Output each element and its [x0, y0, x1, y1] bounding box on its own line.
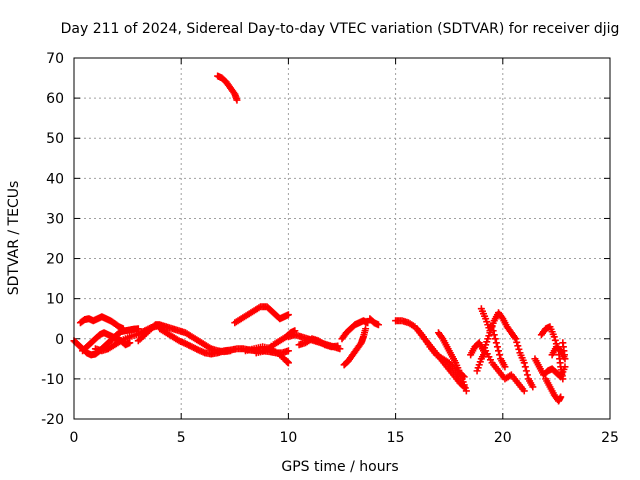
data-point — [529, 383, 537, 391]
series-track-18 — [434, 329, 468, 381]
data-point — [550, 333, 558, 341]
chart-title: Day 211 of 2024, Sidereal Day-to-day VTE… — [61, 21, 620, 37]
data-point — [551, 336, 559, 344]
y-tick-label: -20 — [41, 412, 64, 428]
data-point — [512, 335, 520, 343]
series-track-9 — [252, 327, 299, 357]
data-point — [284, 359, 292, 367]
y-tick-label: 30 — [46, 211, 64, 227]
series-track-2 — [76, 313, 127, 333]
data-point — [491, 335, 499, 343]
y-tick-label: 20 — [46, 252, 64, 268]
y-tick-label: 0 — [55, 332, 64, 348]
grid-lines — [74, 58, 610, 419]
data-point — [495, 347, 503, 355]
x-axis-title: GPS time / hours — [281, 459, 398, 475]
data-point — [374, 321, 382, 329]
data-point — [559, 339, 567, 347]
series-track-14 — [340, 325, 370, 369]
data-point — [459, 372, 467, 380]
x-tick-label: 15 — [387, 430, 405, 446]
y-tick-label: 10 — [46, 292, 64, 308]
y-tick-label: 60 — [46, 91, 64, 107]
series-track-23 — [537, 323, 567, 383]
data-point — [462, 387, 470, 395]
series-track-19 — [467, 323, 509, 371]
data-point — [334, 342, 342, 350]
data-point — [515, 345, 523, 353]
data-point — [490, 331, 498, 339]
series-track-25 — [548, 339, 569, 363]
x-tick-label: 10 — [279, 430, 297, 446]
data-point — [119, 325, 127, 333]
x-tick-label: 5 — [177, 430, 186, 446]
x-tick-label: 20 — [494, 430, 512, 446]
series-track-15 — [366, 315, 382, 329]
y-tick-label: -10 — [41, 372, 64, 388]
data-point — [362, 325, 370, 333]
data-point — [514, 342, 522, 350]
data-point — [438, 333, 446, 341]
data-point — [284, 311, 292, 319]
data-point — [520, 387, 528, 395]
data-point — [233, 96, 241, 104]
x-tick-label: 0 — [70, 430, 79, 446]
data-point — [498, 313, 506, 321]
series-track-20 — [477, 305, 537, 391]
data-point — [493, 343, 501, 351]
series-track-21 — [473, 347, 528, 395]
data-point — [492, 339, 500, 347]
data-point — [460, 373, 468, 381]
data-point — [521, 363, 529, 371]
series-track-8 — [242, 343, 292, 367]
data-point — [522, 367, 530, 375]
data-point — [496, 351, 504, 359]
data-point — [501, 363, 509, 371]
series-track-24 — [542, 375, 565, 405]
series-track-13 — [338, 317, 372, 343]
y-tick-label: 70 — [46, 51, 64, 67]
series-track-7 — [231, 303, 292, 327]
data-point — [523, 371, 531, 379]
series-track-1 — [70, 325, 142, 359]
series-track-16 — [392, 317, 468, 391]
data-point — [520, 359, 528, 367]
axis-ticks: 0 5 10 15 20 25 -20 -10 0 10 20 30 40 50 60 70 — [41, 51, 619, 446]
series-track-12 — [214, 72, 241, 104]
x-tick-label: 25 — [601, 430, 619, 446]
data-point — [284, 347, 292, 355]
y-axis-title: SDTVAR / TECUs — [6, 181, 22, 296]
series-track-11 — [295, 335, 342, 351]
data-point — [559, 375, 567, 383]
y-tick-label: 50 — [46, 131, 64, 147]
plot-frame — [73, 57, 611, 420]
data-point — [126, 339, 134, 347]
data-point — [511, 333, 519, 341]
y-tick-label: 40 — [46, 171, 64, 187]
data-point — [513, 338, 521, 346]
data-marks — [70, 72, 569, 405]
data-point — [557, 393, 565, 401]
